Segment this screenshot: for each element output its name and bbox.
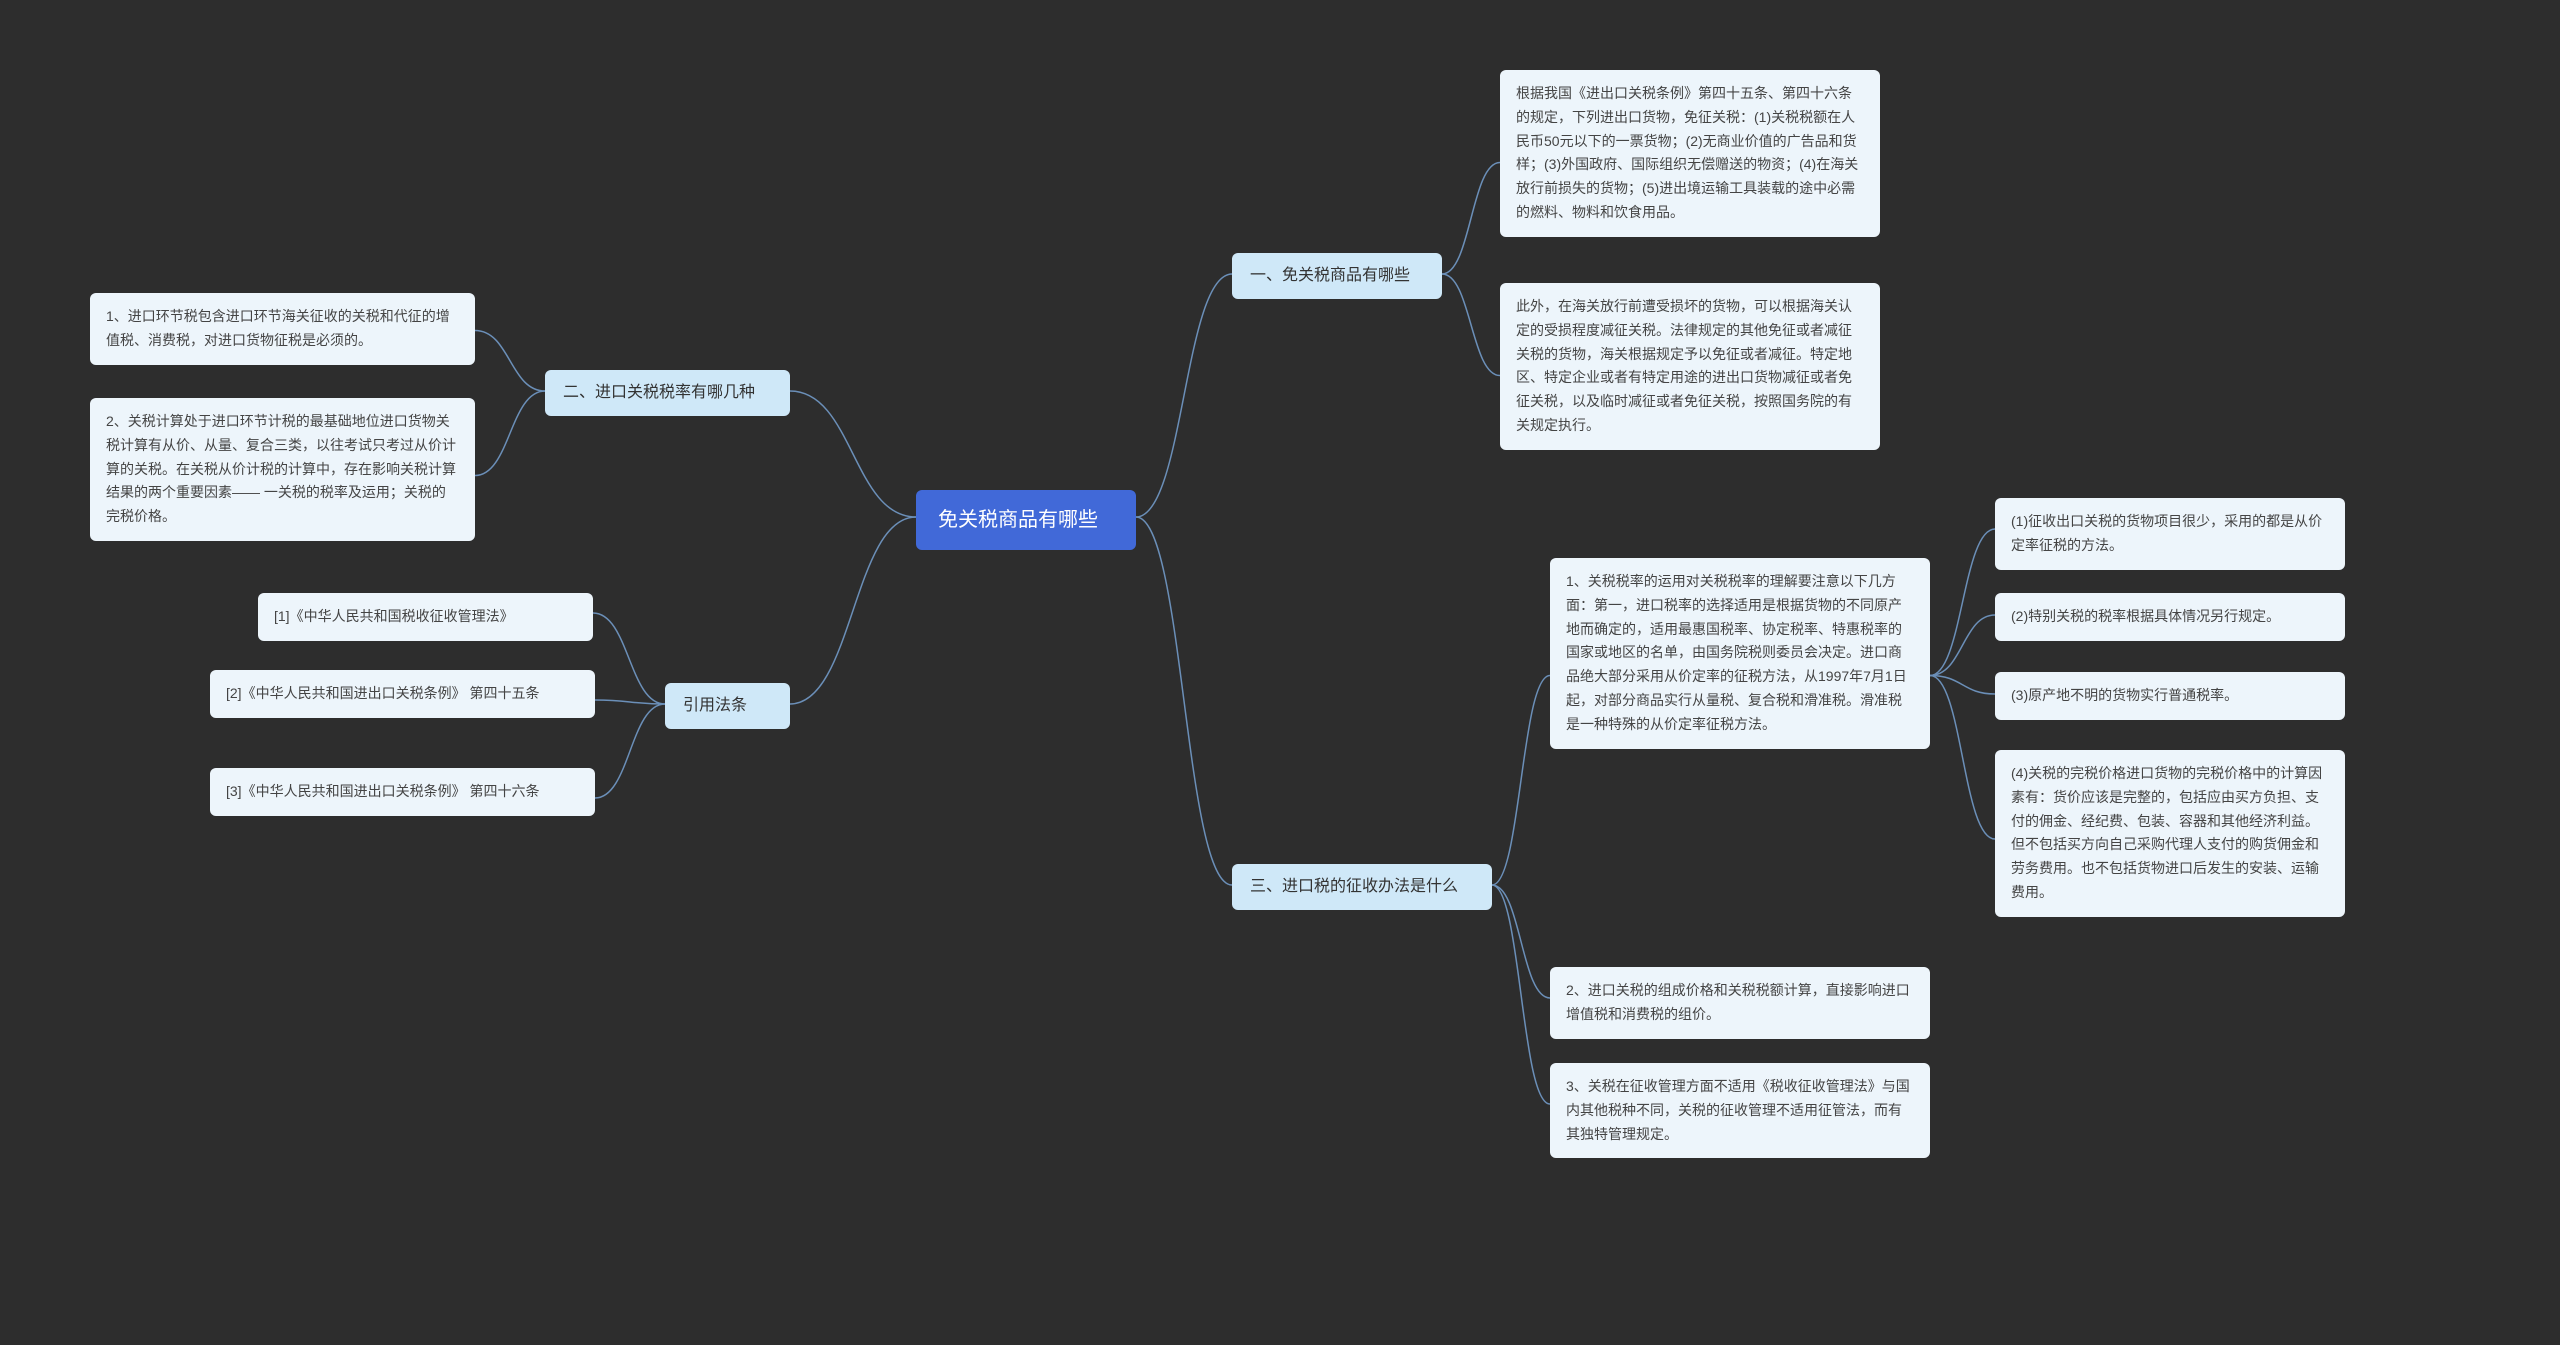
leaf-node: (3)原产地不明的货物实行普通税率。 [1995,672,2345,720]
leaf-node: 3、关税在征收管理方面不适用《税收征收管理法》与国内其他税种不同，关税的征收管理… [1550,1063,1930,1158]
leaf-node: 1、进口环节税包含进口环节海关征收的关税和代征的增值税、消费税，对进口货物征税是… [90,293,475,365]
leaf-node: 根据我国《进出口关税条例》第四十五条、第四十六条的规定，下列进出口货物，免征关税… [1500,70,1880,237]
branch-node: 引用法条 [665,683,790,729]
branch-node: 三、进口税的征收办法是什么 [1232,864,1492,910]
leaf-node: [3]《中华人民共和国进出口关税条例》 第四十六条 [210,768,595,816]
leaf-node: 2、关税计算处于进口环节计税的最基础地位进口货物关税计算有从价、从量、复合三类，… [90,398,475,541]
leaf-node: (4)关税的完税价格进口货物的完税价格中的计算因素有：货价应该是完整的，包括应由… [1995,750,2345,917]
leaf-node: [1]《中华人民共和国税收征收管理法》 [258,593,593,641]
branch-node: 一、免关税商品有哪些 [1232,253,1442,299]
leaf-node: (2)特别关税的税率根据具体情况另行规定。 [1995,593,2345,641]
branch-node: 二、进口关税税率有哪几种 [545,370,790,416]
leaf-node: (1)征收出口关税的货物项目很少，采用的都是从价定率征税的方法。 [1995,498,2345,570]
leaf-node: 此外，在海关放行前遭受损坏的货物，可以根据海关认定的受损程度减征关税。法律规定的… [1500,283,1880,450]
leaf-node: 2、进口关税的组成价格和关税税额计算，直接影响进口增值税和消费税的组价。 [1550,967,1930,1039]
leaf-node: 1、关税税率的运用对关税税率的理解要注意以下几方面：第一，进口税率的选择适用是根… [1550,558,1930,749]
leaf-node: [2]《中华人民共和国进出口关税条例》 第四十五条 [210,670,595,718]
root-node: 免关税商品有哪些 [916,490,1136,550]
